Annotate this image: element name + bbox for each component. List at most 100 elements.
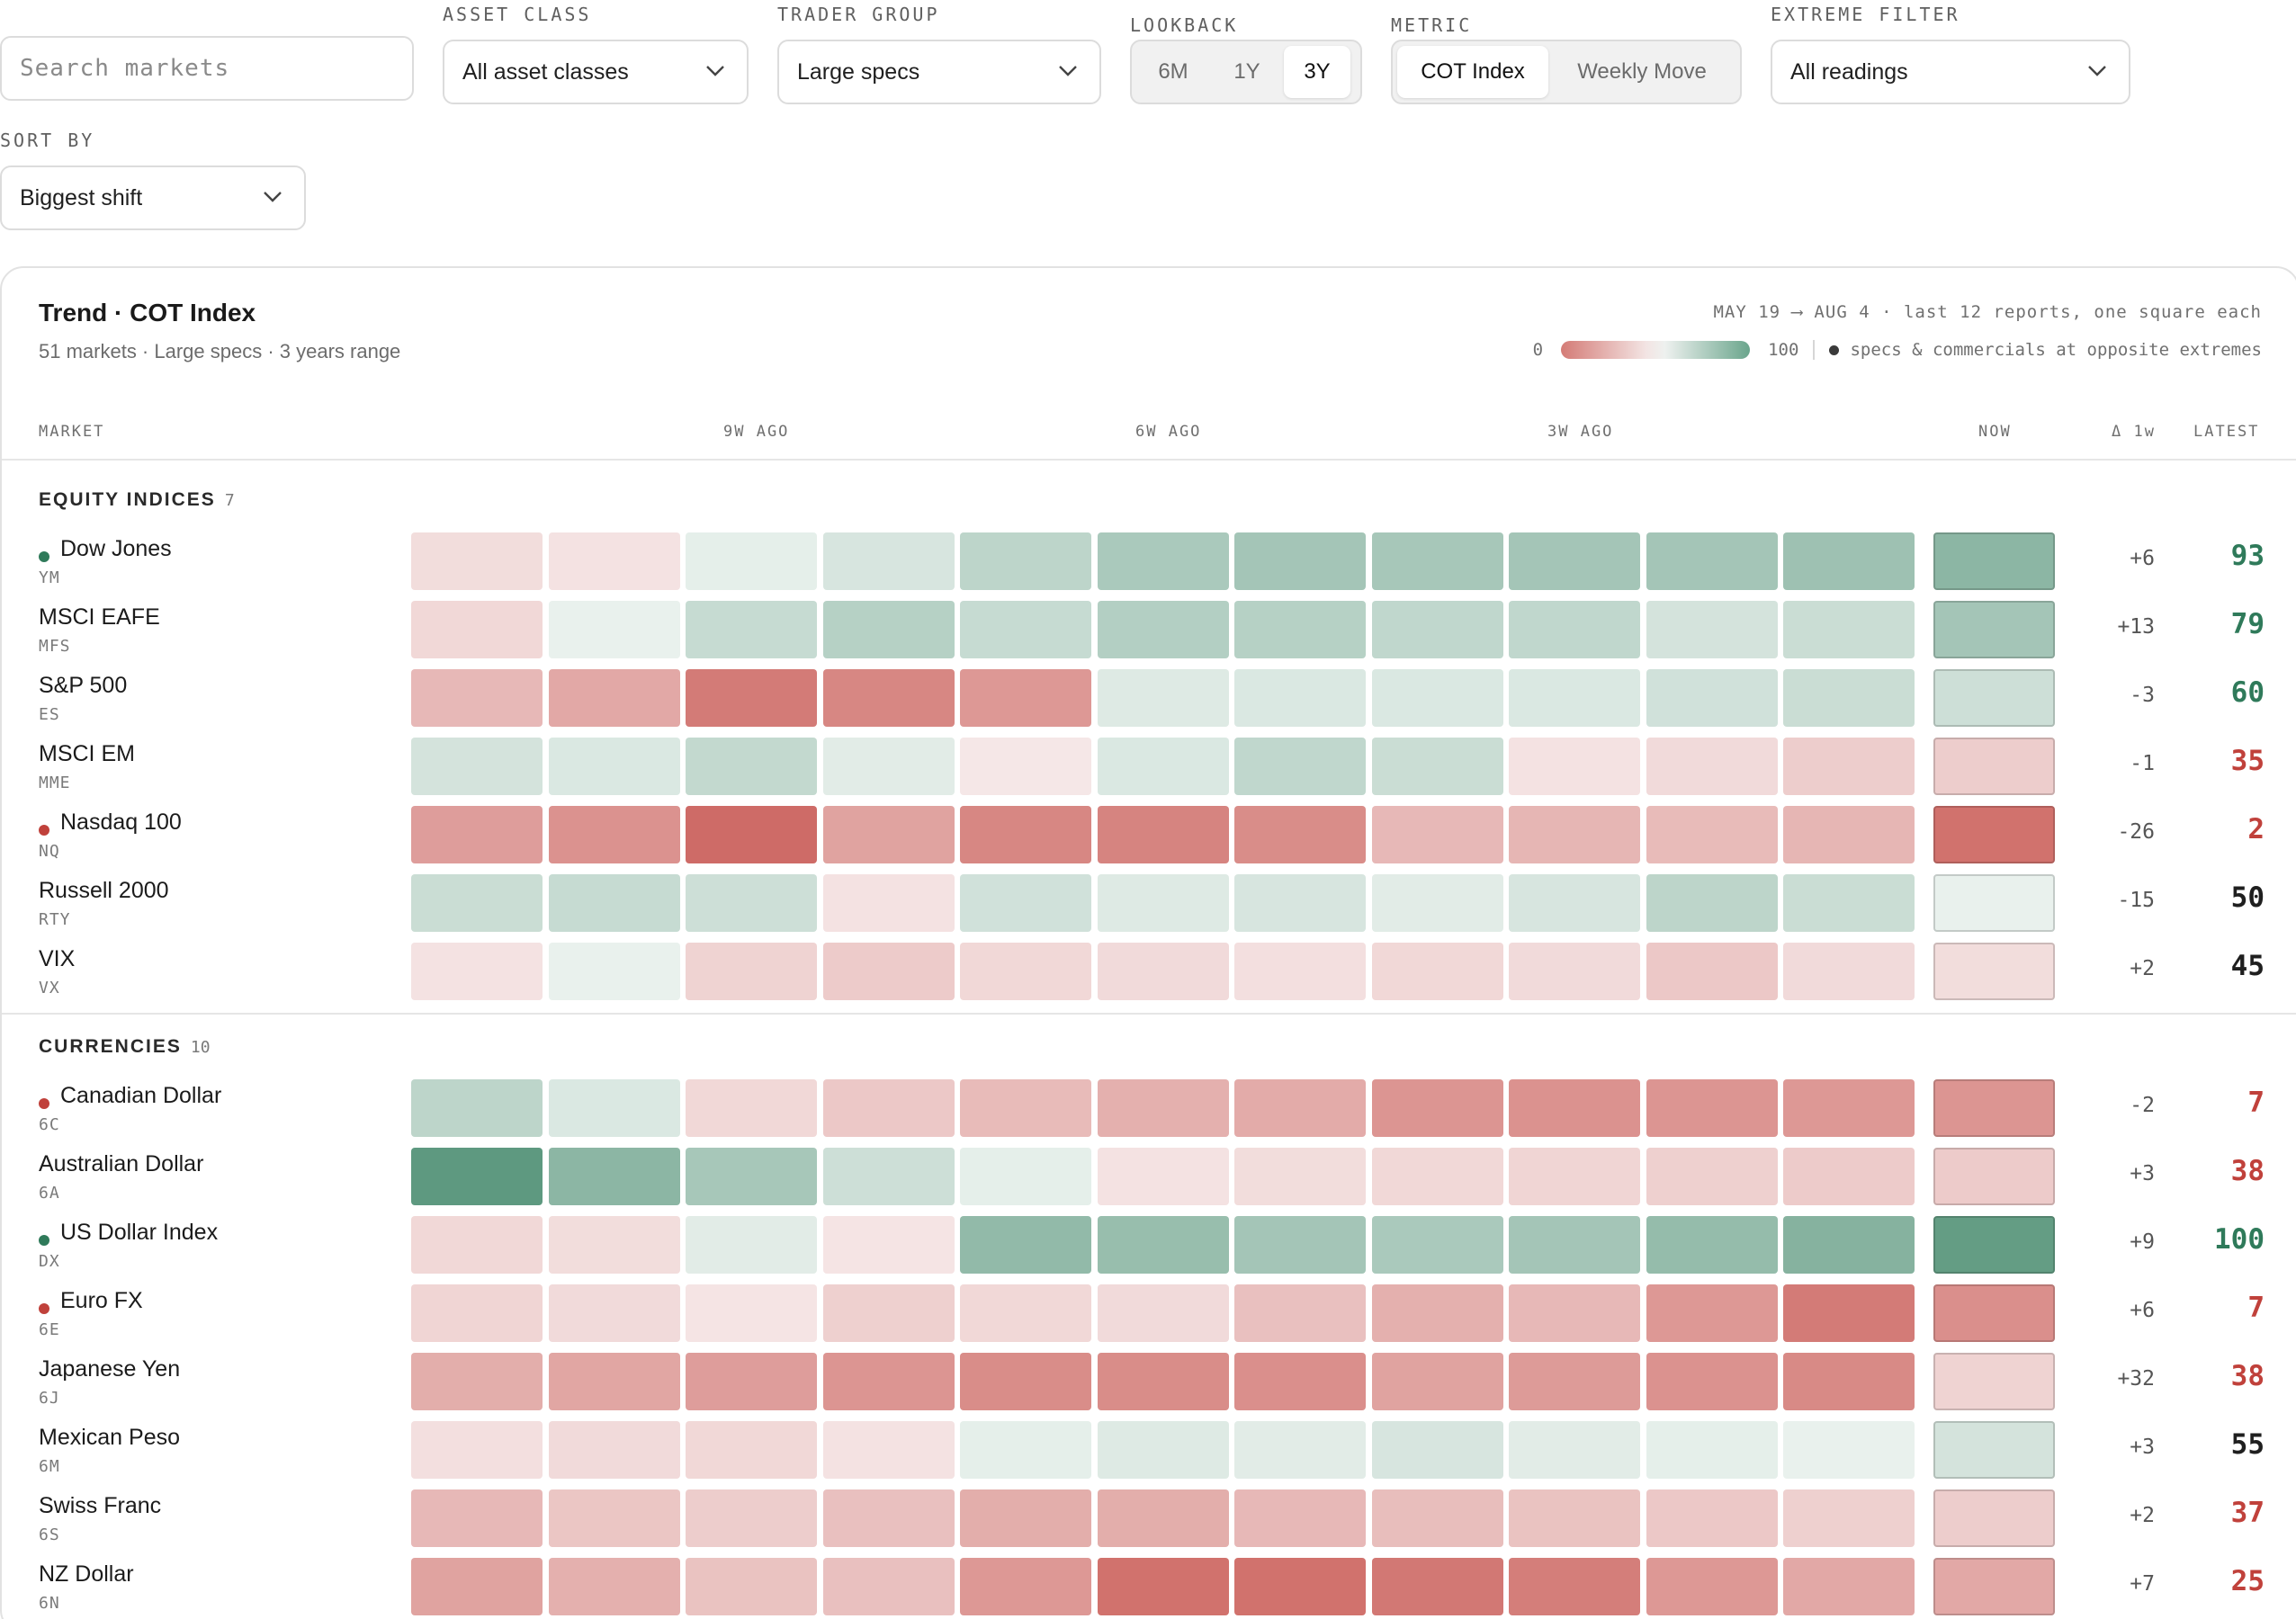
heat-cell[interactable] bbox=[548, 874, 680, 932]
heat-cell[interactable] bbox=[1371, 1148, 1503, 1205]
heat-cell[interactable] bbox=[822, 1079, 955, 1137]
market-row[interactable]: MSCI EAFE MFS +13 79 bbox=[2, 601, 2296, 664]
heat-cell[interactable] bbox=[1509, 1216, 1640, 1274]
market-row[interactable]: Nasdaq 100 NQ -26 2 bbox=[2, 806, 2296, 869]
heat-cell[interactable] bbox=[1234, 806, 1366, 863]
heat-cell[interactable] bbox=[548, 1216, 680, 1274]
heat-cell[interactable] bbox=[411, 532, 543, 590]
heat-cell[interactable] bbox=[686, 806, 817, 863]
heat-cell[interactable] bbox=[1097, 532, 1229, 590]
heat-cell[interactable] bbox=[1509, 806, 1640, 863]
heat-cell[interactable] bbox=[822, 738, 955, 795]
heat-cell[interactable] bbox=[1783, 1079, 1915, 1137]
market-row[interactable]: Russell 2000 RTY -15 50 bbox=[2, 874, 2296, 937]
heat-cell[interactable] bbox=[960, 669, 1091, 727]
heat-cell[interactable] bbox=[1097, 738, 1229, 795]
heat-cell[interactable] bbox=[1783, 874, 1915, 932]
heat-cell[interactable] bbox=[1646, 1421, 1778, 1479]
heat-cell[interactable] bbox=[1509, 1421, 1640, 1479]
heat-cell[interactable] bbox=[686, 943, 817, 1000]
market-row[interactable]: Euro FX 6E +6 7 bbox=[2, 1284, 2296, 1347]
now-cell[interactable] bbox=[1933, 1353, 2055, 1410]
heat-cell[interactable] bbox=[548, 806, 680, 863]
heat-cell[interactable] bbox=[411, 669, 543, 727]
heat-cell[interactable] bbox=[1509, 738, 1640, 795]
heat-cell[interactable] bbox=[1783, 806, 1915, 863]
heat-cell[interactable] bbox=[960, 874, 1091, 932]
heat-cell[interactable] bbox=[1509, 532, 1640, 590]
asset-class-select[interactable]: All asset classes bbox=[443, 40, 749, 104]
heat-cell[interactable] bbox=[960, 1284, 1091, 1342]
market-row[interactable]: Japanese Yen 6J +32 38 bbox=[2, 1353, 2296, 1416]
now-cell[interactable] bbox=[1933, 1489, 2055, 1547]
heat-cell[interactable] bbox=[822, 1489, 955, 1547]
heat-cell[interactable] bbox=[1234, 1079, 1366, 1137]
heat-cell[interactable] bbox=[1234, 1353, 1366, 1410]
heat-cell[interactable] bbox=[1371, 1216, 1503, 1274]
heat-cell[interactable] bbox=[411, 1489, 543, 1547]
market-row[interactable]: MSCI EM MME -1 35 bbox=[2, 738, 2296, 801]
heat-cell[interactable] bbox=[686, 1079, 817, 1137]
heat-cell[interactable] bbox=[822, 1148, 955, 1205]
market-row[interactable]: NZ Dollar 6N +7 25 bbox=[2, 1558, 2296, 1619]
heat-cell[interactable] bbox=[1646, 532, 1778, 590]
heat-cell[interactable] bbox=[1646, 738, 1778, 795]
heat-cell[interactable] bbox=[822, 669, 955, 727]
market-row[interactable]: Canadian Dollar 6C -2 7 bbox=[2, 1079, 2296, 1142]
heat-cell[interactable] bbox=[1783, 943, 1915, 1000]
heat-cell[interactable] bbox=[548, 1421, 680, 1479]
heat-cell[interactable] bbox=[960, 1148, 1091, 1205]
metric-cot-index[interactable]: COT Index bbox=[1397, 46, 1548, 98]
heat-cell[interactable] bbox=[822, 1353, 955, 1410]
heat-cell[interactable] bbox=[548, 532, 680, 590]
heat-cell[interactable] bbox=[1646, 1148, 1778, 1205]
market-row[interactable]: Australian Dollar 6A +3 38 bbox=[2, 1148, 2296, 1211]
heat-cell[interactable] bbox=[1234, 532, 1366, 590]
heat-cell[interactable] bbox=[1509, 1489, 1640, 1547]
heat-cell[interactable] bbox=[1234, 601, 1366, 658]
heat-cell[interactable] bbox=[1371, 874, 1503, 932]
heat-cell[interactable] bbox=[548, 1558, 680, 1615]
now-cell[interactable] bbox=[1933, 874, 2055, 932]
heat-cell[interactable] bbox=[822, 532, 955, 590]
heat-cell[interactable] bbox=[1234, 669, 1366, 727]
heat-cell[interactable] bbox=[1783, 1558, 1915, 1615]
heat-cell[interactable] bbox=[411, 943, 543, 1000]
heat-cell[interactable] bbox=[822, 874, 955, 932]
heat-cell[interactable] bbox=[686, 669, 817, 727]
heat-cell[interactable] bbox=[1371, 532, 1503, 590]
heat-cell[interactable] bbox=[960, 532, 1091, 590]
now-cell[interactable] bbox=[1933, 943, 2055, 1000]
search-input[interactable]: Search markets bbox=[0, 36, 414, 101]
heat-cell[interactable] bbox=[411, 1421, 543, 1479]
heat-cell[interactable] bbox=[686, 874, 817, 932]
heat-cell[interactable] bbox=[411, 1148, 543, 1205]
heat-cell[interactable] bbox=[1371, 1079, 1503, 1137]
heat-cell[interactable] bbox=[1097, 1148, 1229, 1205]
heat-cell[interactable] bbox=[1509, 1284, 1640, 1342]
heat-cell[interactable] bbox=[548, 943, 680, 1000]
heat-cell[interactable] bbox=[686, 1284, 817, 1342]
heat-cell[interactable] bbox=[411, 874, 543, 932]
lookback-6m[interactable]: 6M bbox=[1158, 59, 1188, 84]
heat-cell[interactable] bbox=[1783, 1421, 1915, 1479]
heat-cell[interactable] bbox=[1783, 1489, 1915, 1547]
heat-cell[interactable] bbox=[686, 738, 817, 795]
heat-cell[interactable] bbox=[548, 1353, 680, 1410]
heat-cell[interactable] bbox=[1234, 1216, 1366, 1274]
heat-cell[interactable] bbox=[1646, 1216, 1778, 1274]
heat-cell[interactable] bbox=[960, 738, 1091, 795]
heat-cell[interactable] bbox=[1646, 1284, 1778, 1342]
heat-cell[interactable] bbox=[411, 1216, 543, 1274]
now-cell[interactable] bbox=[1933, 669, 2055, 727]
heat-cell[interactable] bbox=[1509, 1079, 1640, 1137]
heat-cell[interactable] bbox=[1234, 1421, 1366, 1479]
heat-cell[interactable] bbox=[686, 1148, 817, 1205]
heat-cell[interactable] bbox=[822, 1421, 955, 1479]
heat-cell[interactable] bbox=[411, 1284, 543, 1342]
metric-weekly-move[interactable]: Weekly Move bbox=[1577, 59, 1707, 84]
heat-cell[interactable] bbox=[822, 943, 955, 1000]
heat-cell[interactable] bbox=[1234, 874, 1366, 932]
heat-cell[interactable] bbox=[1509, 1353, 1640, 1410]
heat-cell[interactable] bbox=[1509, 943, 1640, 1000]
